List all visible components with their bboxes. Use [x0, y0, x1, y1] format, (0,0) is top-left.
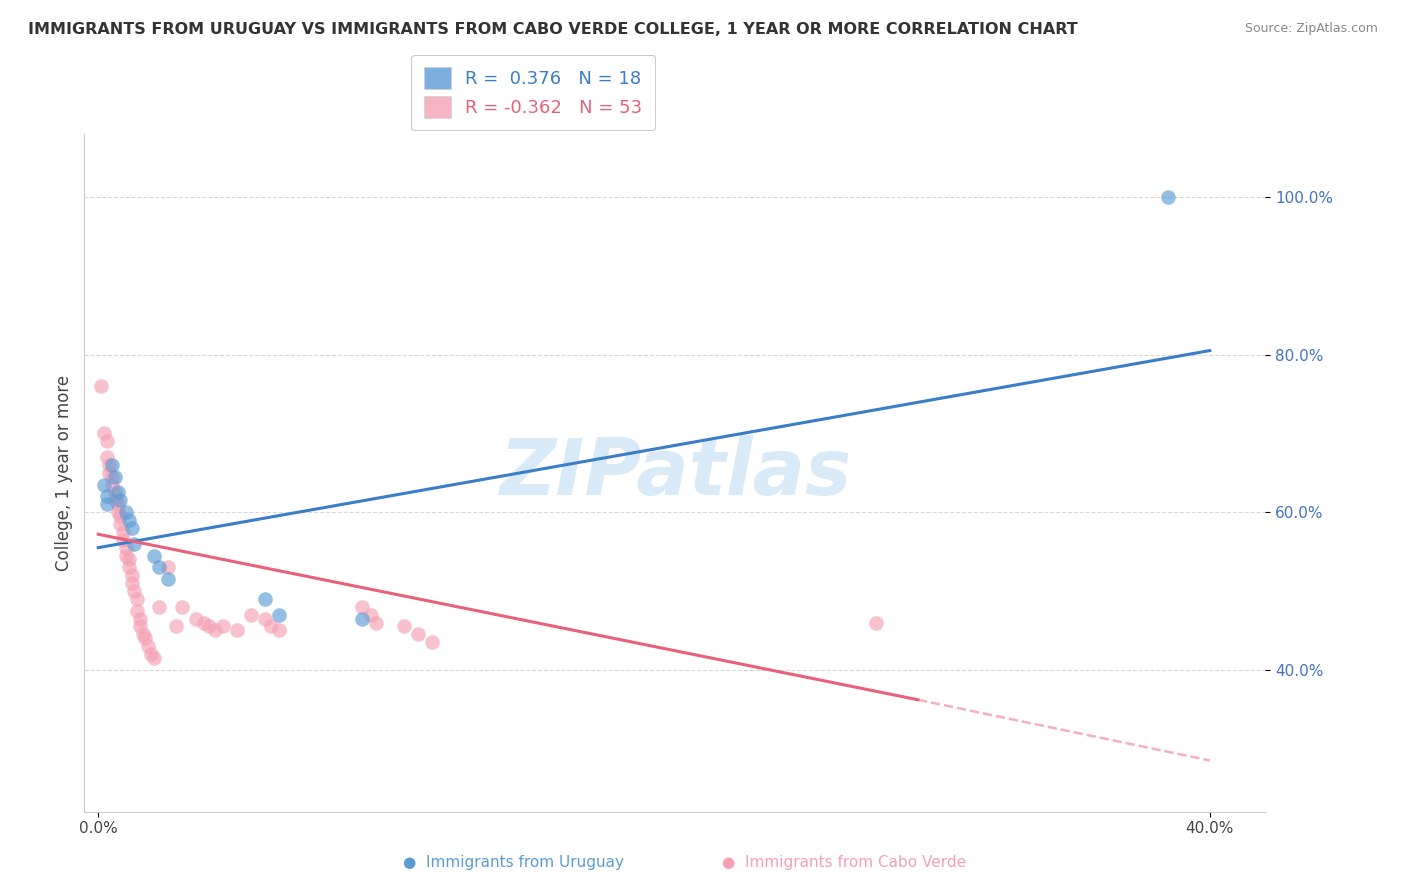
Point: [212, 619, 235, 633]
Point: [101, 469, 124, 483]
Point: [253, 611, 276, 625]
Point: [96, 434, 118, 449]
Y-axis label: College, 1 year or more: College, 1 year or more: [55, 375, 73, 571]
Point: [107, 485, 129, 500]
Point: [352, 611, 374, 625]
Point: [112, 524, 135, 539]
Point: [366, 615, 388, 630]
Point: [121, 521, 143, 535]
Text: ●  Immigrants from Uruguay: ● Immigrants from Uruguay: [402, 855, 624, 870]
Point: [184, 611, 207, 625]
Point: [352, 599, 374, 614]
Point: [193, 615, 215, 630]
Point: [127, 604, 149, 618]
Point: [115, 549, 138, 563]
Text: ZIPatlas: ZIPatlas: [499, 434, 851, 511]
Point: [165, 619, 187, 633]
Point: [98, 458, 121, 472]
Point: [112, 533, 135, 547]
Text: IMMIGRANTS FROM URUGUAY VS IMMIGRANTS FROM CABO VERDE COLLEGE, 1 YEAR OR MORE CO: IMMIGRANTS FROM URUGUAY VS IMMIGRANTS FR…: [28, 22, 1078, 37]
Point: [136, 639, 159, 653]
Point: [101, 477, 124, 491]
Point: [104, 469, 127, 483]
Point: [253, 591, 276, 606]
Point: [865, 615, 887, 630]
Point: [142, 651, 165, 665]
Point: [115, 505, 138, 519]
Point: [107, 505, 129, 519]
Point: [226, 624, 249, 638]
Point: [93, 477, 115, 491]
Point: [360, 607, 382, 622]
Point: [90, 379, 112, 393]
Point: [121, 568, 143, 582]
Point: [132, 627, 155, 641]
Point: [267, 624, 290, 638]
Point: [170, 599, 193, 614]
Point: [110, 516, 132, 531]
Point: [156, 572, 179, 586]
Legend: R =  0.376   N = 18, R = -0.362   N = 53: R = 0.376 N = 18, R = -0.362 N = 53: [411, 54, 655, 130]
Point: [96, 497, 118, 511]
Point: [104, 485, 127, 500]
Point: [139, 647, 162, 661]
Point: [148, 560, 170, 574]
Point: [121, 576, 143, 591]
Point: [129, 619, 152, 633]
Point: [110, 509, 132, 524]
Point: [392, 619, 415, 633]
Point: [156, 560, 179, 574]
Point: [129, 611, 152, 625]
Point: [104, 493, 127, 508]
Point: [124, 537, 146, 551]
Point: [259, 619, 281, 633]
Point: [124, 584, 146, 599]
Point: [134, 632, 156, 646]
Point: [1157, 190, 1180, 204]
Text: ●  Immigrants from Cabo Verde: ● Immigrants from Cabo Verde: [721, 855, 966, 870]
Point: [127, 591, 149, 606]
Text: Source: ZipAtlas.com: Source: ZipAtlas.com: [1244, 22, 1378, 36]
Point: [96, 450, 118, 464]
Point: [240, 607, 263, 622]
Point: [110, 493, 132, 508]
Point: [118, 560, 141, 574]
Point: [101, 458, 124, 472]
Point: [96, 490, 118, 504]
Point: [198, 619, 221, 633]
Point: [142, 549, 165, 563]
Point: [267, 607, 290, 622]
Point: [204, 624, 226, 638]
Point: [115, 541, 138, 555]
Point: [406, 627, 429, 641]
Point: [93, 426, 115, 441]
Point: [98, 466, 121, 480]
Point: [118, 552, 141, 566]
Point: [148, 599, 170, 614]
Point: [420, 635, 443, 649]
Point: [118, 513, 141, 527]
Point: [107, 497, 129, 511]
